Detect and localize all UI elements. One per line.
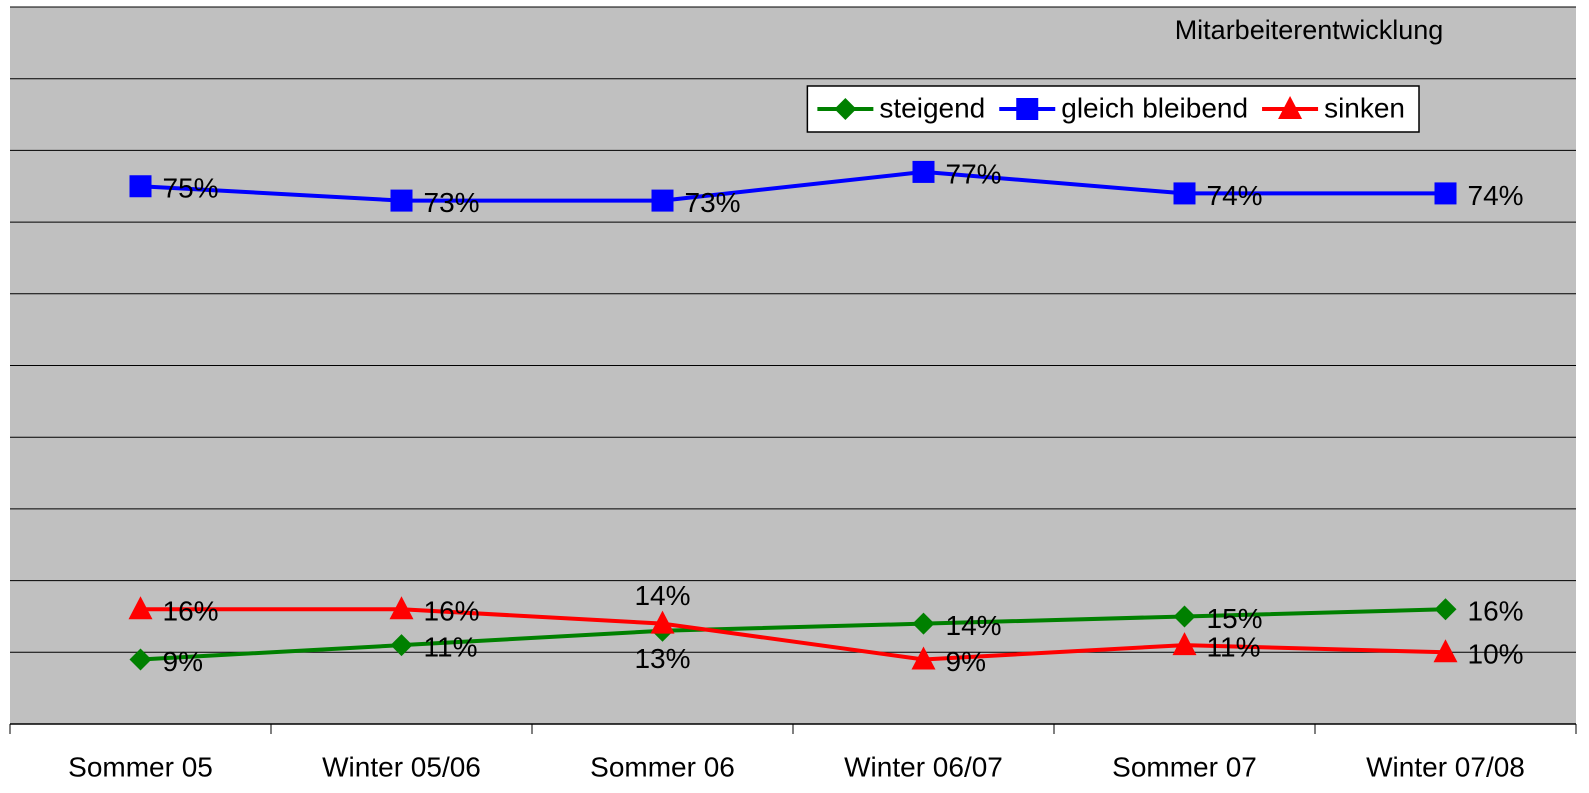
data-label: 14% xyxy=(634,580,690,611)
data-point xyxy=(390,189,413,212)
data-label: 16% xyxy=(163,596,219,627)
legend-marker xyxy=(1016,98,1039,120)
data-point xyxy=(1434,182,1457,205)
legend-label: gleich bleibend xyxy=(1061,92,1248,123)
data-label: 16% xyxy=(424,596,480,627)
data-label: 75% xyxy=(163,173,219,204)
series-line xyxy=(140,169,1446,203)
data-point xyxy=(1172,632,1197,656)
data-label: 74% xyxy=(1207,180,1263,211)
data-point xyxy=(1434,598,1457,621)
data-label: 74% xyxy=(1468,180,1524,211)
x-tick-label: Sommer 05 xyxy=(68,751,213,782)
data-point xyxy=(650,610,675,634)
legend: steigend gleich bleibend sinken xyxy=(806,85,1420,133)
series-line xyxy=(140,607,1446,662)
data-label: 15% xyxy=(1207,603,1263,634)
legend-label: sinken xyxy=(1324,92,1405,123)
data-label: 9% xyxy=(163,646,203,677)
legend-marker xyxy=(1278,96,1303,119)
x-tick-label: Sommer 06 xyxy=(590,751,735,782)
x-tick-label: Winter 06/07 xyxy=(844,751,1003,782)
data-point xyxy=(1173,605,1196,628)
data-point xyxy=(912,160,935,183)
series-line xyxy=(140,607,1446,662)
chart-title: Mitarbeiterentwicklung xyxy=(1175,15,1444,45)
legend-marker xyxy=(834,98,857,120)
legend-label: steigend xyxy=(879,92,985,123)
data-point xyxy=(651,189,674,212)
data-point xyxy=(128,596,153,620)
data-point xyxy=(129,175,152,198)
data-label: 14% xyxy=(946,610,1002,641)
data-label: 10% xyxy=(1468,639,1524,670)
data-label: 11% xyxy=(424,632,478,663)
data-label: 16% xyxy=(1468,596,1524,627)
data-point xyxy=(389,596,414,620)
data-label: 11% xyxy=(1207,632,1261,663)
data-label: 73% xyxy=(424,187,480,218)
data-point xyxy=(912,612,935,635)
x-tick-label: Sommer 07 xyxy=(1112,751,1257,782)
x-tick-label: Winter 05/06 xyxy=(322,751,481,782)
data-point xyxy=(1433,639,1458,663)
data-point xyxy=(129,648,152,671)
data-label: 73% xyxy=(685,187,741,218)
data-point xyxy=(911,646,936,670)
data-label: 77% xyxy=(946,158,1002,189)
data-point xyxy=(1173,182,1196,205)
x-tick-label: Winter 07/08 xyxy=(1366,751,1525,782)
data-label: 9% xyxy=(946,646,986,677)
data-label: 13% xyxy=(634,643,690,674)
data-point xyxy=(390,634,413,657)
